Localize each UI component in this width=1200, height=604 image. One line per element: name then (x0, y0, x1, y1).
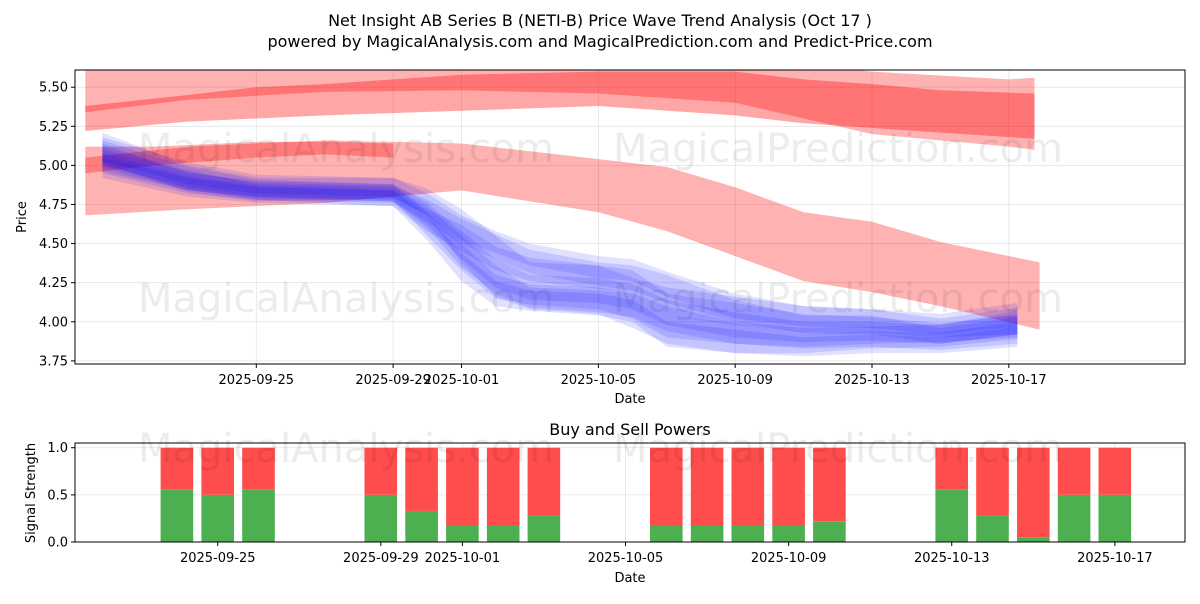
sell-bar (242, 447, 275, 490)
price-x-tick-label: 2025-09-29 (355, 373, 431, 388)
watermark-prediction-top: MagicalPrediction.com (613, 126, 1063, 172)
signal-y-label: Signal Strength (24, 443, 39, 543)
blue-trend-band (102, 152, 1018, 338)
buy-bar (772, 526, 805, 542)
signal-x-tick-label: 2025-10-01 (425, 551, 501, 566)
signal-y-ticks: 0.0 0.5 1.0 (47, 441, 75, 551)
signal-x-tick-label: 2025-10-09 (751, 551, 827, 566)
buy-bar (160, 489, 194, 542)
blue-trend-band (102, 137, 1018, 335)
signal-panel: MagicalAnalysis.com MagicalPrediction.co… (24, 420, 1186, 586)
price-x-tick-label: 2025-10-01 (424, 373, 500, 388)
price-x-label: Date (614, 392, 645, 407)
blue-trend-band (102, 140, 1018, 344)
sell-bar (690, 447, 724, 526)
price-y-tick-label: 5.00 (39, 159, 68, 174)
buy-bar (527, 515, 561, 542)
price-panel: MagicalAnalysis.com MagicalPrediction.co… (15, 69, 1186, 407)
buy-bar (201, 494, 234, 542)
buy-bar (486, 526, 520, 542)
buy-bar (813, 521, 846, 542)
sell-bar (1017, 447, 1050, 538)
price-y-tick-label: 5.25 (39, 120, 68, 135)
sell-bar (813, 447, 846, 522)
watermark-analysis-bottom: MagicalAnalysis.com (138, 426, 554, 472)
price-gridlines (75, 70, 1185, 364)
sell-bar (731, 447, 765, 526)
buy-bar (446, 526, 479, 542)
signal-x-tick-label: 2025-10-17 (1077, 551, 1153, 566)
red-trend-band (85, 140, 1040, 330)
price-axes-frame (74, 69, 1186, 365)
buy-bar (1057, 494, 1091, 542)
price-y-ticks: 3.75 4.00 4.25 4.50 4.75 5.00 5.25 5.50 (39, 81, 75, 369)
signal-x-tick-label: 2025-09-29 (343, 551, 419, 566)
price-x-tick-label: 2025-10-13 (834, 373, 910, 388)
sell-bar (446, 447, 479, 526)
buy-bar (690, 526, 724, 542)
signal-axes-frame (74, 442, 1186, 543)
sell-bar (1098, 447, 1132, 495)
price-x-tick-label: 2025-09-25 (219, 373, 295, 388)
buy-bar (650, 526, 683, 542)
buy-bar (242, 489, 275, 542)
price-y-label: Price (15, 201, 30, 233)
signal-x-label: Date (614, 571, 645, 586)
price-y-tick-label: 4.25 (39, 276, 68, 291)
sell-bar (364, 447, 398, 495)
buy-bar (935, 489, 968, 542)
signal-y-tick-label: 0.0 (47, 536, 68, 551)
sell-bar (527, 447, 561, 516)
sell-bar (160, 447, 194, 490)
blue-trend-bands (102, 132, 1018, 357)
sell-bar (201, 447, 234, 495)
sell-bar (1057, 447, 1091, 495)
sell-bar (976, 447, 1009, 516)
price-y-tick-label: 4.50 (39, 237, 68, 252)
watermark-analysis-top: MagicalAnalysis.com (138, 126, 554, 172)
watermark-prediction-mid: MagicalPrediction.com (613, 276, 1063, 322)
sell-bar (486, 447, 520, 526)
sell-bar (772, 447, 805, 526)
price-x-tick-label: 2025-10-17 (971, 373, 1047, 388)
watermark-analysis-mid: MagicalAnalysis.com (138, 276, 554, 322)
signal-x-tick-label: 2025-10-05 (588, 551, 664, 566)
buy-bar (364, 494, 398, 542)
sell-bar (935, 447, 968, 490)
red-trend-bands (85, 70, 1040, 330)
watermark-prediction-bottom: MagicalPrediction.com (613, 426, 1063, 472)
sell-bar (405, 447, 438, 511)
price-y-tick-label: 5.50 (39, 81, 68, 96)
signal-x-tick-label: 2025-09-25 (180, 551, 256, 566)
blue-trend-band (102, 149, 1018, 344)
blue-trend-band (102, 143, 1018, 350)
signal-y-tick-label: 0.5 (47, 488, 68, 503)
price-x-tick-label: 2025-10-05 (561, 373, 637, 388)
chart-title: Net Insight AB Series B (NETI-B) Price W… (328, 11, 872, 30)
red-trend-band (85, 71, 1035, 139)
buy-bar (976, 515, 1009, 542)
signal-title: Buy and Sell Powers (549, 420, 711, 439)
signal-x-ticks: 2025-09-25 2025-09-29 2025-10-01 2025-10-05… (180, 542, 1153, 566)
red-trend-band (85, 70, 1035, 150)
price-y-tick-label: 4.75 (39, 198, 68, 213)
blue-trend-band (102, 146, 1018, 347)
buy-bar (1098, 494, 1132, 542)
buy-bar (1017, 537, 1050, 542)
sell-bar (650, 447, 683, 526)
blue-trend-band (102, 132, 1018, 354)
red-trend-band (85, 141, 394, 174)
price-x-tick-label: 2025-10-09 (697, 373, 773, 388)
signal-y-tick-label: 1.0 (47, 441, 68, 456)
signal-bars (160, 447, 1132, 542)
signal-x-tick-label: 2025-10-13 (914, 551, 990, 566)
chart-subtitle: powered by MagicalAnalysis.com and Magic… (267, 32, 932, 51)
buy-bar (405, 510, 438, 542)
price-y-tick-label: 4.00 (39, 315, 68, 330)
price-y-tick-label: 3.75 (39, 354, 68, 369)
buy-bar (731, 526, 765, 542)
